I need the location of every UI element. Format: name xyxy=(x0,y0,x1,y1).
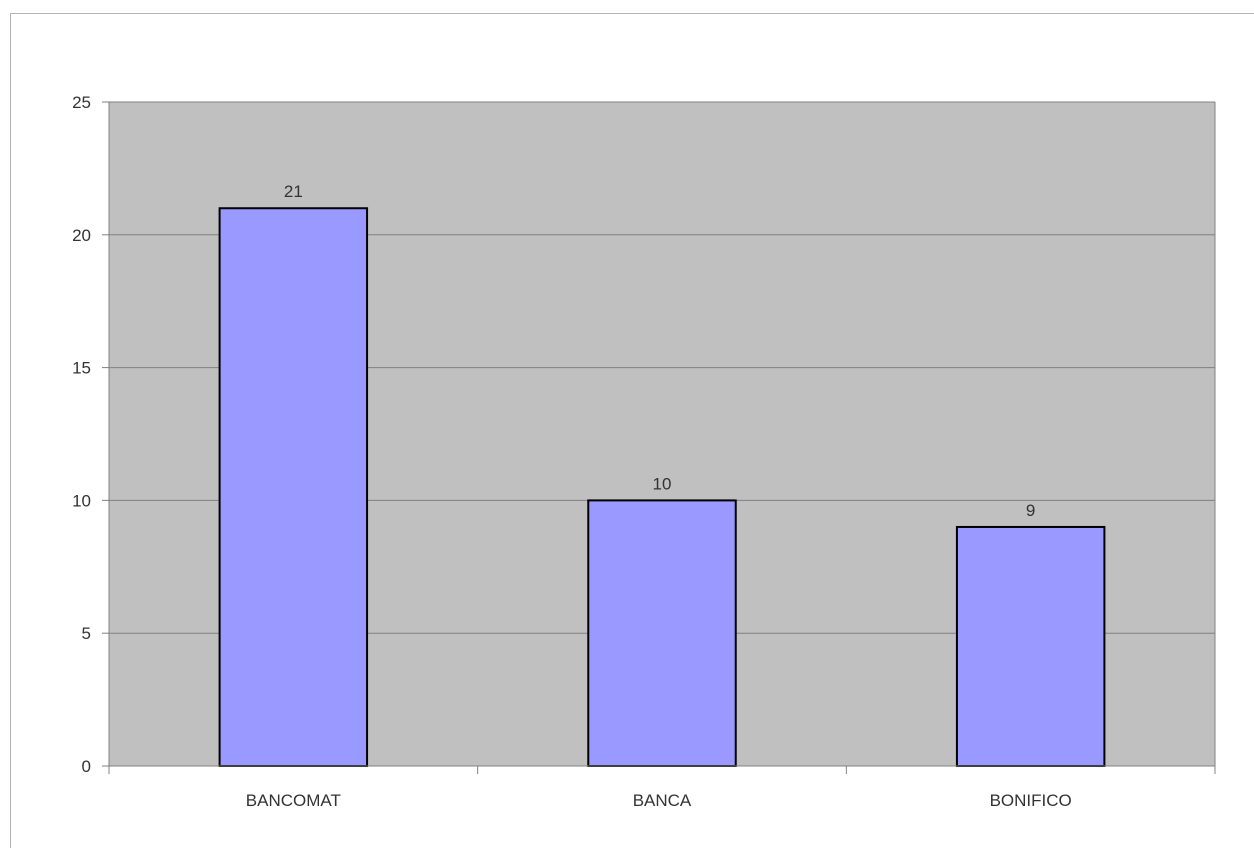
y-tick-label: 20 xyxy=(72,226,91,245)
bar-banca xyxy=(587,499,737,767)
chart-frame xyxy=(10,13,1254,848)
data-label: 21 xyxy=(284,182,303,201)
axes xyxy=(102,101,1216,774)
y-tick-label: 25 xyxy=(72,93,91,112)
y-tick-label: 10 xyxy=(72,491,91,510)
bar-bancomat xyxy=(218,207,369,768)
data-label: 10 xyxy=(653,474,672,493)
labels: 0 5 10 15 20 25 21 BANCOMAT 10 BANCA 9 BONIFICO xyxy=(72,93,1072,810)
x-tick-label: BANCA xyxy=(633,791,692,810)
y-tick-label: 5 xyxy=(82,624,91,643)
x-tick-label: BANCOMAT xyxy=(246,791,341,810)
data-label: 9 xyxy=(1026,501,1035,520)
bar-bonifico xyxy=(955,525,1106,768)
y-tick-label: 0 xyxy=(82,757,91,776)
y-tick-label: 15 xyxy=(72,359,91,378)
x-tick-label: BONIFICO xyxy=(990,791,1072,810)
